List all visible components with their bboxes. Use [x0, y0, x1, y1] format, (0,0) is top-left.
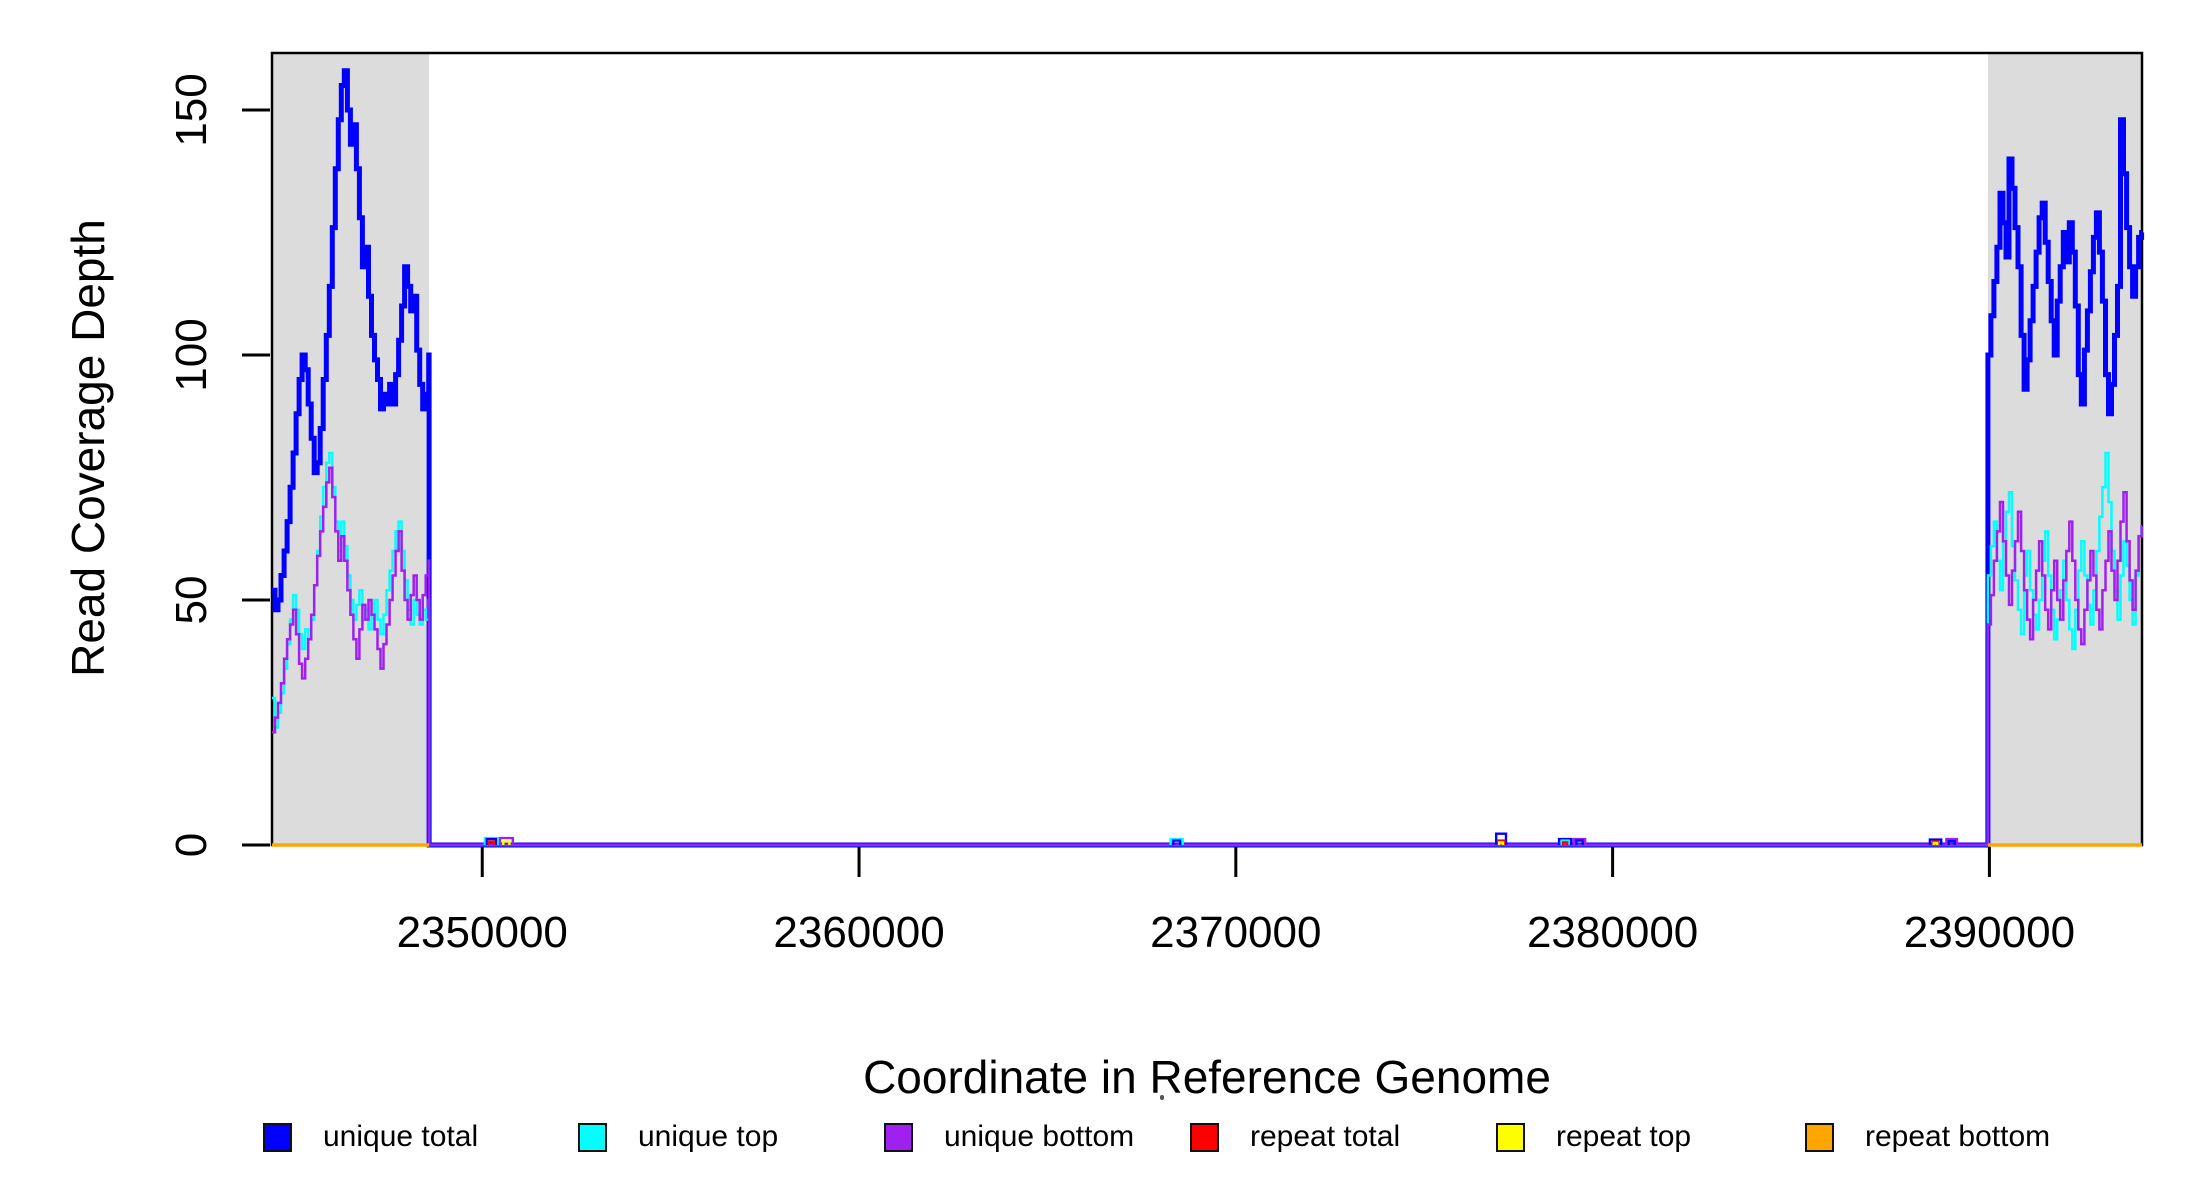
y-tick-label: 0	[167, 832, 216, 858]
legend-label-unique-total: unique total	[323, 1120, 479, 1153]
coverage-blip	[1557, 837, 1573, 845]
legend-label-repeat-bottom: repeat bottom	[1865, 1120, 2051, 1153]
coverage-blip	[1947, 839, 1956, 845]
legend-swatch-repeat-top	[1496, 1122, 1525, 1152]
legend-label-repeat-total: repeat total	[1250, 1120, 1401, 1153]
y-tick-label: 150	[167, 73, 216, 147]
x-tick-label: 2370000	[1150, 908, 1322, 957]
coverage-blip	[1945, 837, 1959, 845]
y-tick-label: 100	[167, 318, 216, 392]
legend-item-repeat-total: repeat total	[1190, 1120, 1401, 1153]
coverage-blip	[1572, 837, 1587, 845]
coverage-blip	[487, 840, 496, 845]
series-unique-bottom	[272, 466, 2143, 847]
x-tick-label: 2380000	[1526, 908, 1699, 957]
coverage-blip	[1928, 838, 1943, 845]
legend-item-unique-total: unique total	[263, 1120, 479, 1153]
series-unique-top	[272, 451, 2143, 847]
coverage-blip	[1561, 841, 1569, 845]
coverage-blip	[485, 837, 497, 845]
legend-swatch-repeat-total	[1190, 1122, 1219, 1152]
coverage-blip	[1560, 839, 1570, 845]
coverage-blip	[1169, 837, 1184, 845]
coverage-blip	[498, 836, 514, 845]
legend-item-unique-bottom: unique bottom	[884, 1120, 1135, 1153]
legend-swatch-unique-top	[578, 1122, 607, 1152]
x-tick-label: 2360000	[773, 908, 945, 957]
coverage-blip	[1932, 841, 1939, 845]
legend-swatch-unique-total	[263, 1122, 292, 1152]
y-axis-title: Read Coverage Depth	[62, 219, 114, 677]
coverage-blip	[1575, 839, 1584, 845]
stray-dot	[1160, 1095, 1164, 1100]
series-unique-total	[272, 68, 2145, 848]
coverage-blip	[1172, 839, 1182, 845]
legend-item-repeat-bottom: repeat bottom	[1805, 1120, 2051, 1153]
coverage-blip	[1495, 832, 1508, 845]
legend-label-unique-top: unique top	[638, 1120, 779, 1153]
y-tick-label: 50	[167, 575, 216, 625]
x-tick-label: 2390000	[1903, 908, 2076, 957]
legend-swatch-unique-bottom	[884, 1122, 913, 1152]
legend-label-unique-bottom: unique bottom	[944, 1120, 1135, 1153]
plot-box	[270, 51, 2144, 847]
legend-swatch-repeat-bottom	[1805, 1122, 1834, 1152]
legend-label-repeat-top: repeat top	[1556, 1120, 1692, 1153]
legend-item-repeat-top: repeat top	[1496, 1120, 1692, 1153]
coverage-blip	[1498, 841, 1505, 845]
x-axis-title: Coordinate in Reference Genome	[863, 1051, 1551, 1103]
x-tick-label: 2350000	[396, 908, 568, 957]
coverage-blip	[502, 840, 511, 845]
legend-item-unique-top: unique top	[578, 1120, 779, 1153]
